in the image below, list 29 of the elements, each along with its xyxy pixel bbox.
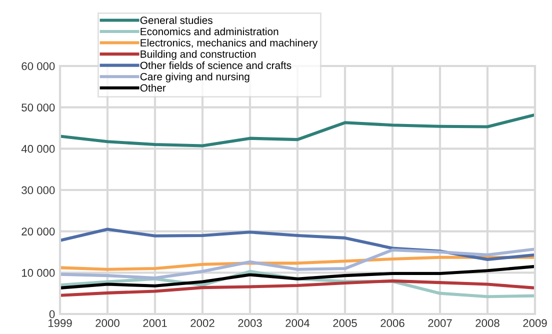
y-tick-label: 50 000 [22,104,55,112]
y-tick-label: 0 [49,310,55,318]
legend-label: Building and construction [140,50,256,60]
x-tick-label: 2006 [380,319,404,328]
x-tick-label: 2000 [96,319,120,328]
legend-label: Economics and administration [140,28,278,36]
x-tick-label: 2008 [476,319,500,328]
legend-label: Other fields of science and crafts [140,61,292,70]
y-tick-label: 10 000 [22,268,55,277]
line-series [60,264,535,290]
x-tick-label: 1999 [48,319,72,328]
y-tick-label: 20 000 [22,228,55,236]
x-tick-label: 2004 [286,319,310,328]
y-tick-label: 30 000 [22,186,55,194]
legend-label: Electronics, mechanics and machinery [140,38,318,49]
legend-label: Care giving and nursing [140,72,250,82]
y-tick-label: 60 000 [22,62,55,70]
legend-label: General studies [140,16,212,24]
line-series [60,248,535,280]
x-tick-label: 2005 [333,319,357,328]
x-tick-label: 2003 [238,319,262,328]
line-series [60,113,535,148]
legend-label: Other [140,84,166,92]
x-tick-label: 2001 [143,319,167,328]
x-tick-label: 2007 [428,319,452,328]
x-tick-label: 2009 [523,319,547,328]
line-series [60,279,535,297]
y-tick-label: 40 000 [21,144,55,153]
x-tick-label: 2002 [190,319,214,328]
